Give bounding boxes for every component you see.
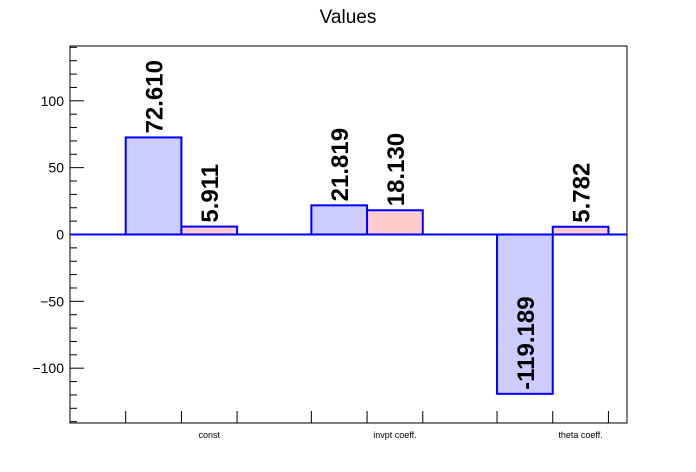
bar xyxy=(124,136,183,236)
y-tick-label: −50 xyxy=(40,293,64,309)
x-tick-label: theta coeff. xyxy=(558,430,602,440)
data-label: -119.189 xyxy=(513,296,540,389)
data-label: 5.911 xyxy=(197,164,224,223)
y-tick-label: 50 xyxy=(48,160,64,176)
bar xyxy=(180,225,239,236)
y-tick-label: 0 xyxy=(56,227,64,243)
data-labels: 72.610 5.911 21.819 18.130 -119.189 5.782 xyxy=(142,60,596,390)
data-label: 5.782 xyxy=(569,163,596,223)
bar xyxy=(310,204,369,236)
x-tick-label: const xyxy=(198,430,220,440)
chart-title: Values xyxy=(320,7,377,28)
x-axis: const invpt coeff. theta coeff. xyxy=(125,411,609,440)
data-label: 21.819 xyxy=(327,128,354,201)
data-label: 18.130 xyxy=(383,133,410,206)
y-tick-label: 100 xyxy=(41,93,65,109)
bar xyxy=(366,209,424,236)
data-label: 72.610 xyxy=(142,60,169,133)
y-tick-label: −100 xyxy=(32,360,64,376)
bar xyxy=(551,225,610,236)
y-axis: −100 −50 0 50 100 xyxy=(32,46,84,423)
x-tick-label: invpt coeff. xyxy=(373,430,416,440)
